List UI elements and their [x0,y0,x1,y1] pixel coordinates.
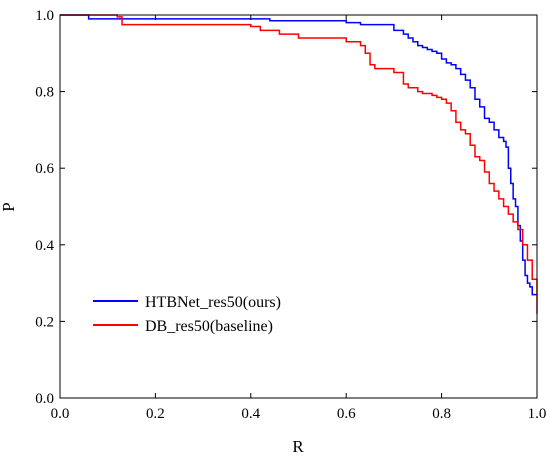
y-tick-label: 0.2 [35,314,54,330]
series-line-db [60,14,538,314]
y-tick-label: 0.6 [35,161,54,177]
legend-label-db: DB_res50(baseline) [145,318,273,335]
series-line-htbnet [60,14,537,296]
y-tick-label: 0.8 [35,85,54,101]
y-tick-label: 1.0 [35,8,54,24]
x-axis-title: R [292,437,304,456]
y-tick-label: 0.0 [35,391,54,407]
y-tick-label: 0.4 [35,238,54,254]
x-tick-label: 0.2 [146,406,165,422]
ticks-layer: 0.0 0.2 0.4 0.6 0.8 1.0 0.0 0.2 0.4 0.6 0.8 1.0 [35,8,546,422]
x-tick-label: 0.4 [241,406,260,422]
x-tick-label: 1.0 [528,406,547,422]
x-tick-label: 0.6 [337,406,356,422]
plot-frame [59,14,538,399]
legend: HTBNet_res50(ours) DB_res50(baseline) [93,294,281,335]
series-layer [60,14,538,314]
x-tick-label: 0.8 [432,406,451,422]
x-tick-label: 0.0 [51,406,70,422]
legend-label-htbnet: HTBNet_res50(ours) [145,294,281,311]
y-axis-title: P [0,202,18,211]
